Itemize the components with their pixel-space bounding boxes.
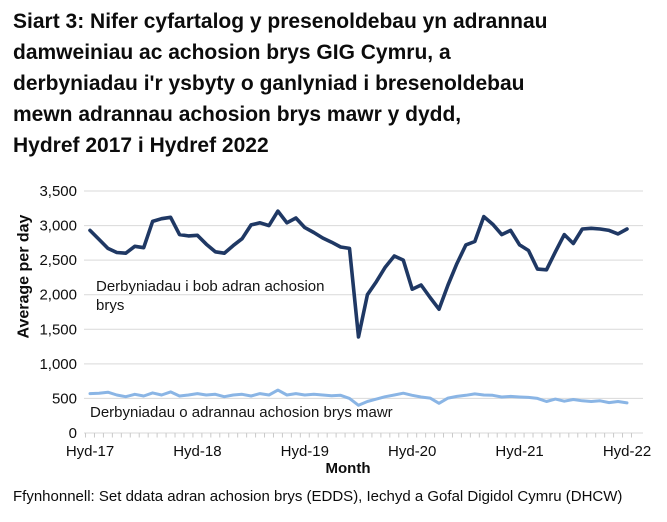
y-tick-label: 500 bbox=[52, 390, 77, 407]
y-tick-label: 3,000 bbox=[39, 218, 77, 235]
x-tick-label: Hyd-20 bbox=[388, 443, 436, 460]
y-tick-label: 1,500 bbox=[39, 321, 77, 338]
series-line-all-emergency-departments bbox=[88, 209, 629, 339]
series-line-major-emergency-departments bbox=[88, 388, 629, 407]
x-tick-label: Hyd-19 bbox=[281, 443, 329, 460]
x-axis-title: Month bbox=[325, 460, 371, 477]
source-note: Ffynhonnell: Set ddata adran achosion br… bbox=[13, 488, 623, 505]
x-tick-label: Hyd-18 bbox=[173, 443, 221, 460]
y-tick-label: 0 bbox=[69, 425, 77, 442]
y-tick-label: 2,500 bbox=[39, 252, 77, 269]
y-axis-title: Average per day bbox=[15, 214, 33, 339]
x-tick-label: Hyd-21 bbox=[495, 443, 543, 460]
y-tick-label: 2,000 bbox=[39, 287, 77, 304]
series-label-major-emergency-departments: Derbyniadau o adrannau achosion brys maw… bbox=[90, 404, 393, 421]
x-tick-label: Hyd-17 bbox=[66, 443, 114, 460]
y-tick-label: 1,000 bbox=[39, 356, 77, 373]
series-label-all-emergency-departments: Derbyniadau i bob adran achosion brys bbox=[96, 278, 325, 314]
x-tick-label: Hyd-22 bbox=[603, 443, 651, 460]
chart-title: Siart 3: Nifer cyfartalog y presenoldeba… bbox=[13, 10, 548, 157]
y-tick-label: 3,500 bbox=[39, 183, 77, 200]
